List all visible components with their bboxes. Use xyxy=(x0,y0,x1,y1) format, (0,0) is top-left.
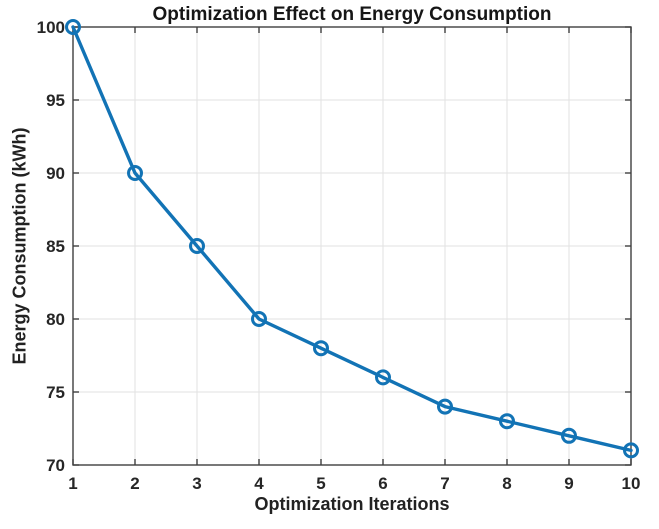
data-point-marker xyxy=(623,442,639,459)
data-point-marker xyxy=(561,427,577,444)
data-point-marker xyxy=(499,413,515,430)
y-tick-label: 100 xyxy=(37,18,65,37)
x-tick-label: 7 xyxy=(440,474,449,493)
x-tick-label: 4 xyxy=(254,474,264,493)
x-tick-label: 6 xyxy=(378,474,387,493)
data-point-marker xyxy=(437,398,453,415)
chart-title: Optimization Effect on Energy Consumptio… xyxy=(152,4,552,25)
x-tick-label: 10 xyxy=(622,474,641,493)
y-tick-label: 70 xyxy=(46,456,65,475)
data-point-marker xyxy=(189,238,205,254)
y-tick-label: 95 xyxy=(46,91,65,110)
data-point-marker xyxy=(65,19,81,35)
data-point-marker xyxy=(127,165,143,181)
y-tick-label: 90 xyxy=(46,164,65,183)
data-point-marker xyxy=(375,369,391,386)
x-tick-label: 2 xyxy=(130,474,139,493)
data-point-marker xyxy=(313,340,329,357)
x-tick-label: 3 xyxy=(192,474,201,493)
x-tick-label: 8 xyxy=(502,474,511,493)
y-tick-label: 85 xyxy=(46,237,65,256)
data-point-marker xyxy=(251,311,267,327)
x-tick-label: 1 xyxy=(68,474,77,493)
x-axis-label: Optimization Iterations xyxy=(254,494,450,514)
x-tick-label: 9 xyxy=(564,474,573,493)
y-tick-label: 80 xyxy=(46,310,65,329)
x-tick-label: 5 xyxy=(316,474,325,493)
y-tick-label: 75 xyxy=(46,383,65,402)
data-series-line xyxy=(71,25,633,453)
